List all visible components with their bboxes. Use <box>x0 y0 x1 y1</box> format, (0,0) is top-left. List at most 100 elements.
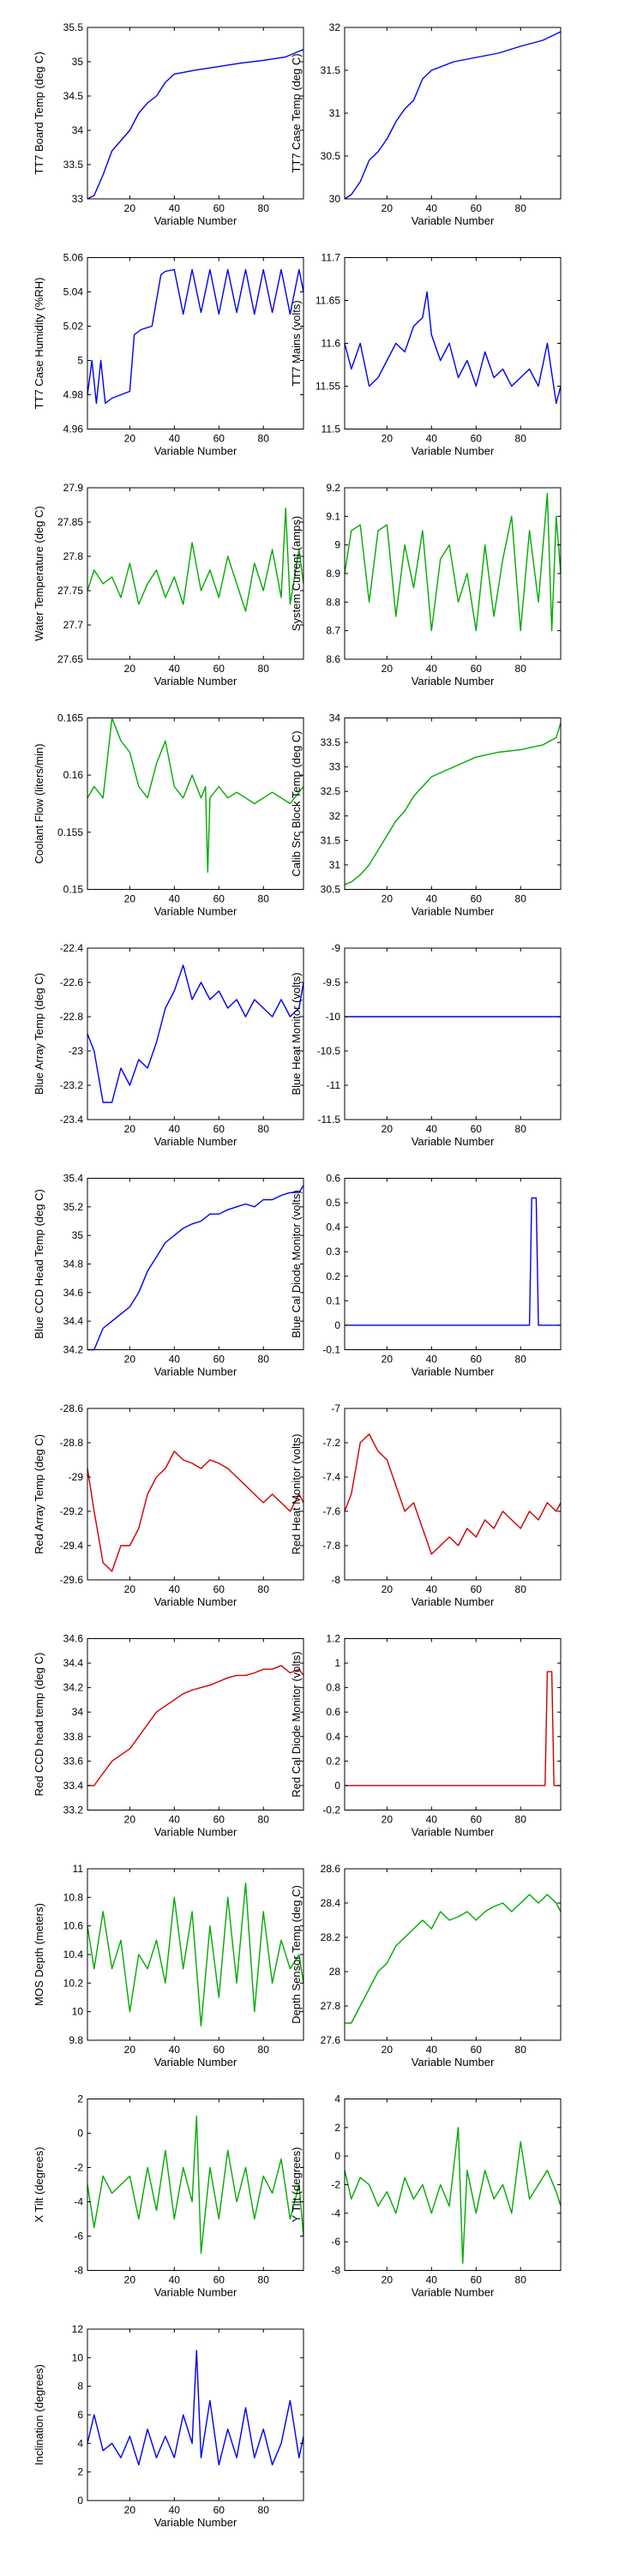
chart-9-xlabel: Variable Number <box>154 1135 237 1148</box>
chart-20-ytick-label: 0 <box>334 2150 340 2162</box>
chart-4-series-line <box>344 291 562 405</box>
chart-18-ytick-label: 27.6 <box>321 2034 341 2046</box>
chart-18-xlabel: Variable Number <box>412 2056 495 2069</box>
chart-4-axes-box <box>344 257 562 429</box>
chart-19-ytick-label: 2 <box>77 2093 83 2105</box>
chart-14-xtick-label: 40 <box>426 1583 438 1595</box>
chart-13-xtick-label: 20 <box>124 1583 136 1595</box>
chart-19-ytick-label: -4 <box>74 2196 83 2208</box>
chart-12-ytick-label: 0.5 <box>326 1197 340 1209</box>
chart-12-xtick-label: 60 <box>471 1354 483 1366</box>
chart-8-series-line <box>344 722 562 886</box>
chart-5-ytick-label: 27.85 <box>57 516 83 528</box>
chart-6-ytick-label: 9.1 <box>326 510 340 522</box>
chart-6-xtick-label: 20 <box>382 663 394 675</box>
chart-14-ytick-label: -7.2 <box>322 1437 340 1449</box>
chart-20-series-line <box>344 2127 562 2264</box>
chart-21: 20 40 60 80 0 2 4 6 8 10 12 Variable Number Inclinat… <box>33 2323 304 2529</box>
chart-5-xtick-label: 80 <box>258 663 270 675</box>
chart-20-xtick-label: 20 <box>382 2274 394 2286</box>
chart-21-ytick-label: 12 <box>72 2323 84 2335</box>
chart-11-xtick-label: 80 <box>258 1354 270 1366</box>
chart-19-xtick-label: 80 <box>258 2274 270 2286</box>
chart-9: 20 40 60 80 -23.4 -23.2 -23 -22.8 -22.6 -22.4 Vari… <box>33 942 304 1148</box>
chart-16: 20 40 60 80 -0.2 0 0.2 0.4 0.6 0.8 1 1.2 Variable Nu… <box>290 1633 562 1839</box>
chart-21-ytick-label: 2 <box>77 2466 83 2478</box>
chart-2-axes-box <box>344 27 562 200</box>
chart-18-ytick-label: 28.2 <box>321 1931 341 1943</box>
chart-6-ytick-label: 9 <box>334 539 340 551</box>
chart-19-ytick-label: 0 <box>77 2128 83 2140</box>
chart-6-axes-box <box>344 487 562 660</box>
chart-1: 20 40 60 80 33 33.5 34 34.5 35 35.5 Variable Numbe… <box>33 21 304 227</box>
chart-8-xtick-label: 20 <box>382 893 394 905</box>
chart-2-xtick-label: 60 <box>471 202 483 214</box>
chart-9-ytick-label: -22.6 <box>60 976 84 988</box>
chart-21-xlabel: Variable Number <box>154 2516 237 2529</box>
chart-12-ytick-label: 0.4 <box>326 1222 340 1234</box>
chart-14-xtick-label: 80 <box>515 1583 527 1595</box>
chart-13-ytick-label: -28.6 <box>60 1402 84 1414</box>
chart-16-ytick-label: 0.8 <box>326 1682 340 1694</box>
chart-20-ytick-label: -4 <box>331 2207 340 2219</box>
chart-12-ytick-label: 0 <box>334 1319 340 1331</box>
chart-5-xtick-label: 60 <box>213 663 225 675</box>
chart-17-ytick-label: 9.8 <box>69 2034 83 2046</box>
chart-8-ytick-label: 32.5 <box>321 785 341 797</box>
chart-20-ytick-label: 4 <box>334 2093 340 2105</box>
chart-6-xtick-label: 80 <box>515 663 527 675</box>
chart-15-ytick-label: 34.2 <box>63 1682 84 1694</box>
chart-15-ytick-label: 33.2 <box>63 1804 84 1816</box>
chart-18-ytick-label: 28 <box>329 1966 341 1978</box>
chart-9-ytick-label: -22.8 <box>60 1011 84 1023</box>
chart-7-ytick-label: 0.16 <box>63 769 84 781</box>
chart-10: 20 40 60 80 -11.5 -11 -10.5 -10 -9.5 -9 Variable N… <box>290 942 562 1148</box>
chart-11-xtick-label: 20 <box>124 1354 136 1366</box>
chart-10-ytick-label: -10 <box>326 1011 341 1023</box>
chart-18-ytick-label: 28.6 <box>321 1863 341 1875</box>
chart-8-xtick-label: 80 <box>515 893 527 905</box>
chart-15-ylabel: Red CCD head temp (deg C) <box>33 1653 45 1797</box>
chart-16-ytick-label: 0.6 <box>326 1706 340 1718</box>
chart-21-xtick-label: 40 <box>169 2504 181 2516</box>
chart-12-ytick-label: 0.3 <box>326 1246 340 1258</box>
chart-7-xlabel: Variable Number <box>154 905 237 918</box>
chart-3-ylabel: TT7 Case Humidity (%RH) <box>33 278 45 410</box>
chart-16-xtick-label: 40 <box>426 1814 438 1826</box>
chart-14-xtick-label: 60 <box>471 1583 483 1595</box>
chart-3-ytick-label: 5.04 <box>63 286 84 298</box>
chart-12-ytick-label: 0.6 <box>326 1173 340 1185</box>
chart-6-ytick-label: 8.6 <box>326 653 340 665</box>
chart-4-ytick-label: 11.55 <box>315 381 340 393</box>
chart-9-xtick-label: 80 <box>258 1123 270 1135</box>
chart-17-ytick-label: 10.2 <box>63 1977 84 1989</box>
chart-19-xtick-label: 60 <box>213 2274 225 2286</box>
chart-19: 20 40 60 80 -8 -6 -4 -2 0 2 Variable Number X Tilt … <box>33 2093 304 2299</box>
chart-17-xtick-label: 80 <box>258 2044 270 2056</box>
chart-20-ytick-label: -8 <box>331 2265 340 2277</box>
chart-3: 20 40 60 80 4.96 4.98 5 5.02 5.04 5.06 Variable Nu… <box>33 252 304 458</box>
chart-17-ylabel: MOS Depth (meters) <box>33 1903 45 2006</box>
chart-17-series-line <box>87 1882 304 2027</box>
chart-7-xtick-label: 60 <box>213 893 225 905</box>
chart-12-ytick-label: 0.2 <box>326 1270 340 1282</box>
chart-4-xtick-label: 20 <box>382 433 394 445</box>
chart-9-xtick-label: 20 <box>124 1123 136 1135</box>
chart-5-ytick-label: 27.75 <box>57 585 83 597</box>
chart-4-xtick-label: 40 <box>426 433 438 445</box>
chart-1-xtick-label: 40 <box>169 202 181 214</box>
chart-1-axes-box <box>87 27 304 200</box>
chart-13-ytick-label: -29.4 <box>60 1540 84 1552</box>
chart-16-ytick-label: 1.2 <box>326 1633 340 1645</box>
chart-9-axes-box <box>87 947 304 1120</box>
chart-15-xtick-label: 80 <box>258 1814 270 1826</box>
chart-18-ytick-label: 27.8 <box>321 2000 341 2012</box>
chart-1-xtick-label: 20 <box>124 202 136 214</box>
chart-20-xtick-label: 60 <box>471 2274 483 2286</box>
chart-12-xtick-label: 40 <box>426 1354 438 1366</box>
chart-5: 20 40 60 80 27.65 27.7 27.75 27.8 27.85 27.9 Varia… <box>33 482 304 688</box>
chart-2-ytick-label: 31.5 <box>321 64 341 76</box>
chart-5-ytick-label: 27.9 <box>63 482 84 494</box>
chart-8-xtick-label: 40 <box>426 893 438 905</box>
chart-16-axes-box <box>344 1638 562 1810</box>
